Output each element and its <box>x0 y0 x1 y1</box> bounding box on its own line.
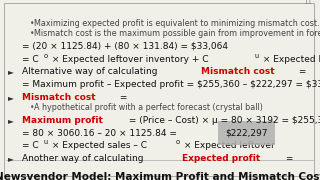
FancyBboxPatch shape <box>4 3 314 176</box>
Text: u: u <box>44 140 48 145</box>
Text: •: • <box>30 19 35 28</box>
Text: o: o <box>44 53 48 59</box>
Text: •: • <box>30 30 35 39</box>
Text: = C: = C <box>22 55 39 64</box>
Text: Expected profit: Expected profit <box>182 154 261 163</box>
Text: A hypothetical profit with a perfect forecast (crystal ball): A hypothetical profit with a perfect for… <box>34 103 263 112</box>
Text: o: o <box>175 140 179 145</box>
Text: × Expected sales – C: × Expected sales – C <box>49 141 147 150</box>
Text: × Expected leftover: × Expected leftover <box>180 141 274 150</box>
Text: = Maximum profit – Expected profit = $255,360 – $222,297 = $33,064: = Maximum profit – Expected profit = $25… <box>22 80 320 89</box>
Text: Alternative way of calculating: Alternative way of calculating <box>22 68 160 76</box>
Text: Another way of calculating: Another way of calculating <box>22 154 146 163</box>
Text: = (20 × 1125.84) + (80 × 131.84) = $33,064: = (20 × 1125.84) + (80 × 131.84) = $33,0… <box>22 42 228 51</box>
Text: Maximum profit: Maximum profit <box>22 116 103 125</box>
Text: ►: ► <box>8 68 14 76</box>
Text: ►: ► <box>8 154 14 163</box>
Text: × Expected leftover inventory + C: × Expected leftover inventory + C <box>49 55 208 64</box>
Text: =: = <box>296 68 306 76</box>
Text: = 80 × 3060.16 – 20 × 1125.84 =: = 80 × 3060.16 – 20 × 1125.84 = <box>22 129 180 138</box>
Text: Mismatch cost is the maximum possible gain from improvement in forecasting.: Mismatch cost is the maximum possible ga… <box>34 30 320 39</box>
Text: = C: = C <box>22 141 39 150</box>
Text: ►: ► <box>8 93 14 102</box>
Text: $222,297: $222,297 <box>226 129 268 138</box>
Text: u: u <box>255 53 259 59</box>
Text: •: • <box>30 103 35 112</box>
Text: × Expected lost sales =: × Expected lost sales = <box>260 55 320 64</box>
Text: 11: 11 <box>303 0 312 5</box>
Text: =: = <box>117 93 127 102</box>
Text: ►: ► <box>8 116 14 125</box>
Text: Maximizing expected profit is equivalent to minimizing mismatch cost.: Maximizing expected profit is equivalent… <box>34 19 319 28</box>
Text: = (Price – Cost) × μ = 80 × 3192 = $255,360: = (Price – Cost) × μ = 80 × 3192 = $255,… <box>126 116 320 125</box>
Text: Newsvendor Model: Maximum Profit and Mismatch Cost: Newsvendor Model: Maximum Profit and Mis… <box>0 172 320 180</box>
Text: Mismatch cost: Mismatch cost <box>201 68 274 76</box>
Text: Mismatch cost: Mismatch cost <box>22 93 96 102</box>
Text: =: = <box>284 154 294 163</box>
